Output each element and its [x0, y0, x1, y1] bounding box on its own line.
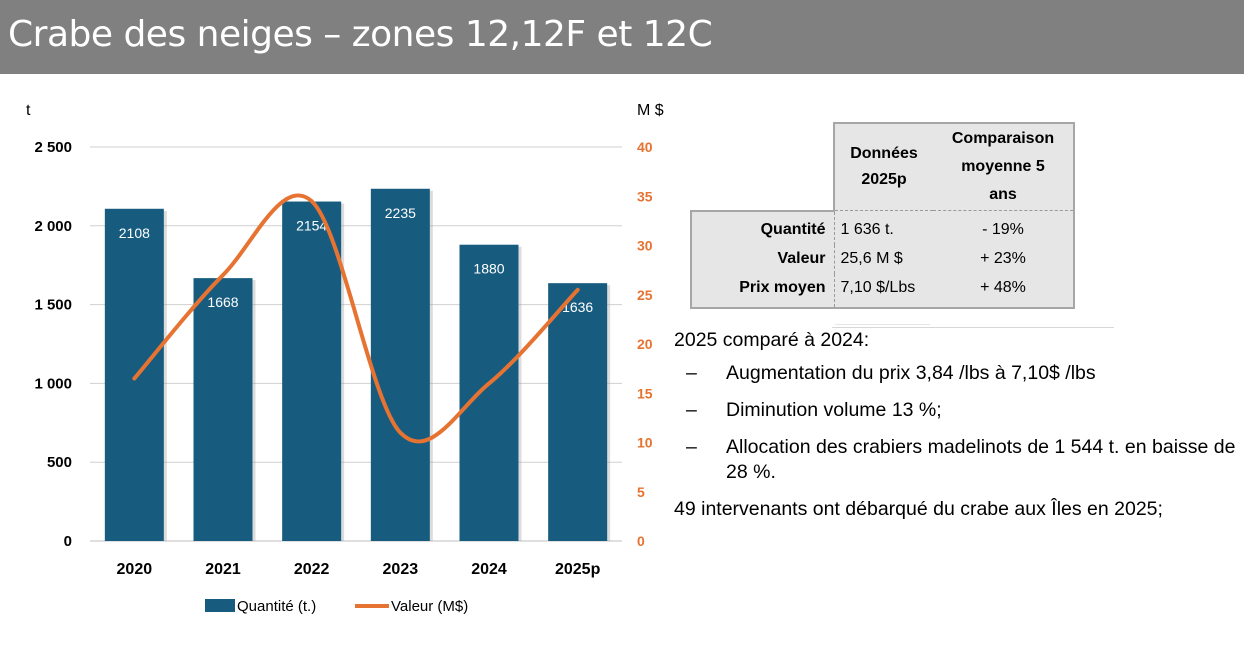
row-value: 7,10 $/Lbs [834, 273, 933, 309]
row-comparison: - 19% [933, 210, 1075, 245]
x-tick-label: 2022 [294, 561, 330, 578]
row-value: 1 636 t. [834, 210, 933, 245]
notes-list: – Augmentation du prix 3,84 /lbs à 7,10$ … [674, 361, 1244, 485]
line-series-valeur [132, 193, 580, 444]
bar [104, 208, 164, 541]
y-right-tick-label: 35 [637, 188, 653, 204]
table-header-data: Données 2025p [833, 122, 933, 211]
y-right-tick-label: 40 [637, 139, 653, 155]
y-right-tick-label: 5 [637, 484, 645, 500]
row-label: Quantité [690, 209, 835, 245]
row-value: 25,6 M $ [834, 244, 933, 274]
bar-data-label: 2108 [119, 225, 150, 241]
header-line: ans [989, 186, 1017, 203]
summary-table: Données 2025p Comparaison moyenne 5 ans … [690, 122, 1075, 309]
table-row: Prix moyen 7,10 $/Lbs + 48% [690, 273, 1075, 309]
bar-data-label: 1668 [207, 294, 238, 310]
list-item: – Augmentation du prix 3,84 /lbs à 7,10$ … [674, 361, 1244, 386]
y-left-tick-label: 0 [64, 533, 72, 550]
bar [282, 201, 342, 541]
legend-swatch-bar [205, 599, 235, 612]
legend-label-bar: Quantité (t.) [237, 598, 316, 615]
bar-data-label: 1880 [473, 261, 504, 277]
notes-intro: 2025 comparé à 2024: [674, 329, 870, 351]
page-title: Crabe des neiges – zones 12,12F et 12C [8, 14, 713, 55]
row-label: Valeur [690, 244, 835, 274]
x-tick-label: 2023 [383, 561, 419, 578]
bar-data-label: 2154 [296, 218, 327, 234]
divider [832, 327, 1114, 328]
table-header-comparison: Comparaison moyenne 5 ans [933, 122, 1075, 211]
y-right-tick-label: 10 [637, 435, 653, 451]
dash-marker: – [686, 398, 697, 421]
y-right-tick-label: 0 [637, 533, 645, 549]
list-item: – Allocation des crabiers madelinots de 1… [674, 435, 1244, 485]
x-tick-label: 2024 [471, 561, 507, 578]
title-bar: Crabe des neiges – zones 12,12F et 12C [0, 0, 1244, 74]
y-left-tick-label: 2 000 [34, 218, 72, 235]
table-header-row: Données 2025p Comparaison moyenne 5 ans [691, 122, 1075, 211]
x-tick-label: 2021 [205, 561, 241, 578]
header-line: 2025p [861, 171, 907, 188]
dash-marker: – [686, 361, 697, 384]
notes-section: 2025 comparé à 2024: – Augmentation du pr… [674, 328, 1244, 522]
bar-data-label: 1636 [562, 299, 593, 315]
row-comparison: + 23% [933, 244, 1075, 274]
y-right-axis-title: M $ [637, 102, 664, 119]
table-row: Quantité 1 636 t. - 19% [690, 209, 1075, 245]
bar [548, 283, 608, 541]
bar [459, 244, 519, 541]
y-left-tick-label: 1 000 [34, 375, 72, 392]
bar-data-label: 2235 [385, 205, 416, 221]
y-left-tick-label: 1 500 [34, 297, 72, 314]
table-row: Valeur 25,6 M $ + 23% [690, 244, 1075, 274]
dash-marker: – [686, 435, 697, 458]
legend-label-line: Valeur (M$) [391, 598, 468, 615]
bar [193, 278, 253, 541]
list-item-text: Augmentation du prix 3,84 /lbs à 7,10$ /… [726, 361, 1096, 384]
list-item-text: Diminution volume 13 %; [726, 398, 942, 421]
y-right-tick-label: 15 [637, 385, 653, 401]
y-right-tick-label: 25 [637, 287, 653, 303]
bar-line-chart: 0 500 1 000 1 500 2 000 2 500 t 0 5 10 15 20 25 30 35 4… [26, 102, 664, 615]
x-tick-label: 2025p [555, 561, 601, 578]
y-left-axis-title: t [26, 102, 31, 119]
y-left-tick-label: 500 [47, 454, 72, 471]
list-item: – Diminution volume 13 %; [674, 398, 1244, 423]
y-right-tick-label: 30 [637, 238, 653, 254]
row-comparison: + 48% [933, 273, 1075, 309]
header-line: Comparaison [951, 130, 1055, 147]
row-label: Prix moyen [690, 273, 835, 309]
y-left-tick-label: 2 500 [34, 139, 72, 156]
notes-closing: 49 intervenants ont débarqué du crabe au… [674, 497, 1163, 520]
list-item-text: Allocation des crabiers madelinots de 1 … [726, 435, 1236, 483]
header-line: Données [850, 145, 918, 162]
y-right-tick-label: 20 [637, 336, 653, 352]
bar [370, 188, 430, 541]
divider [835, 324, 930, 325]
table-corner [691, 123, 834, 211]
header-line: moyenne 5 [961, 158, 1045, 175]
x-tick-label: 2020 [117, 561, 153, 578]
